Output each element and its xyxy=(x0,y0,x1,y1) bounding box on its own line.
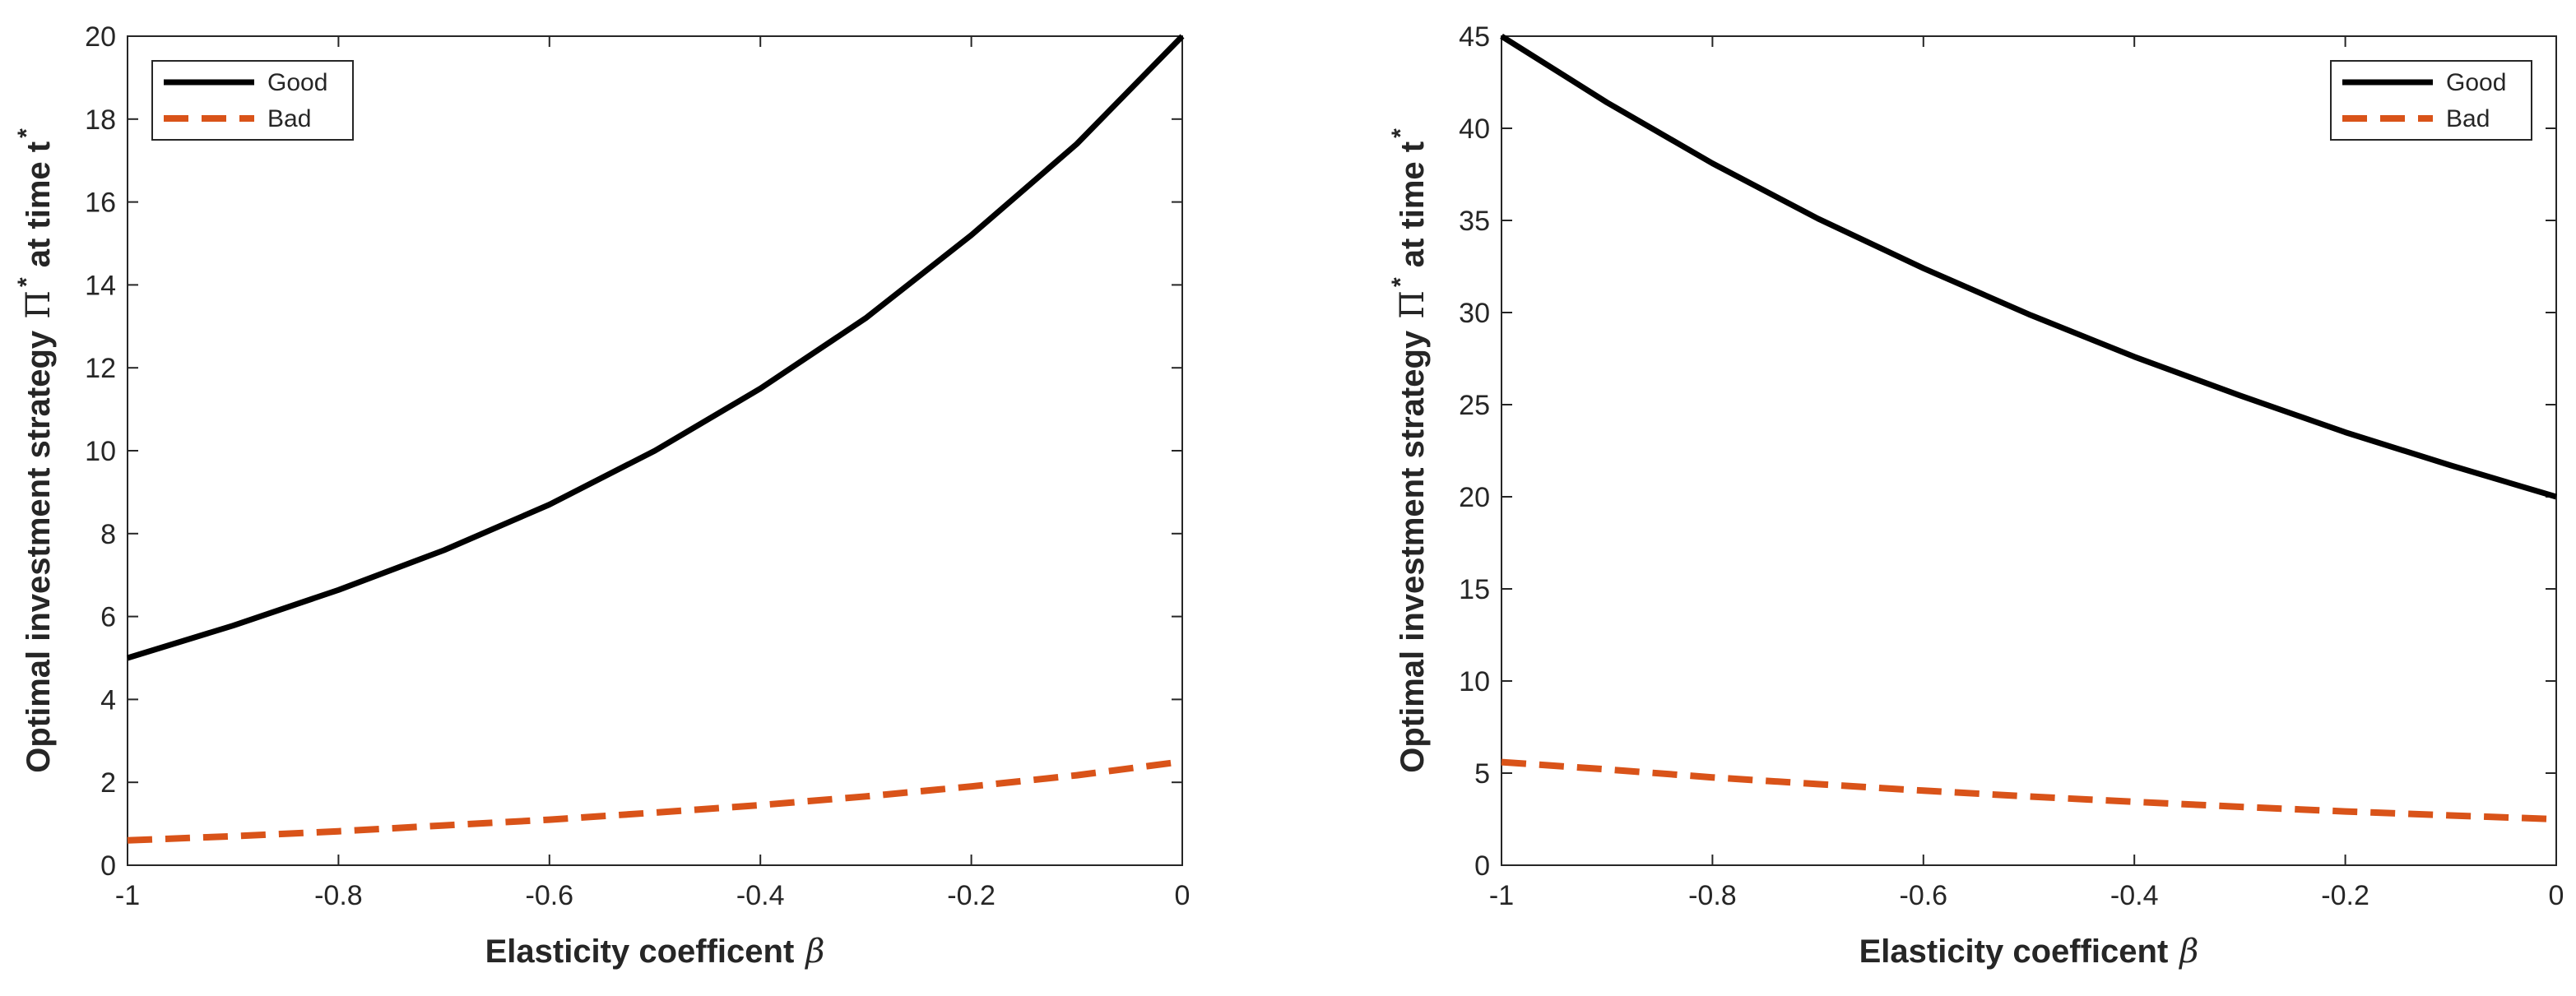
y-axis-title-suffix-superscript: * xyxy=(1387,128,1414,138)
x-axis-title-text: Elasticity coefficent xyxy=(485,933,795,970)
left-chart: -1 -0.8 -0.6 -0.4 -0.2 0 0 2 4 6 8 10 12 14 16 18 20 Elas… xyxy=(13,21,1190,971)
y-tick-label: 45 xyxy=(1459,21,1490,53)
y-axis-title: Optimal investment strategy Π * at time t * xyxy=(13,128,58,773)
legend-box xyxy=(2330,60,2532,141)
x-tick-label: -0.2 xyxy=(2321,880,2369,911)
y-axis-title-text: Optimal investment strategy xyxy=(1395,330,1431,773)
y-tick-label: 10 xyxy=(1459,666,1490,697)
x-tick-label: -1 xyxy=(1489,880,1514,911)
y-tick-label: 5 xyxy=(1474,758,1490,790)
y-tick-label: 0 xyxy=(1474,850,1490,882)
series-line-bad xyxy=(127,758,1183,844)
x-axis-title: Elasticity coefficent β xyxy=(485,933,825,971)
y-axis-title-suffix: at time t xyxy=(21,141,57,267)
legend-label-good: Good xyxy=(2446,69,2506,96)
legend-box xyxy=(151,60,354,141)
y-axis-title-suffix-superscript: * xyxy=(13,128,40,138)
series-line-good xyxy=(1500,34,2557,500)
y-tick-label: 25 xyxy=(1459,390,1490,421)
y-tick-label: 8 xyxy=(100,519,116,550)
x-axis-title-text: Elasticity coefficent xyxy=(1859,933,2169,970)
legend: Good Bad xyxy=(2330,60,2532,141)
y-tick-label: 2 xyxy=(100,767,116,799)
y-tick-label: 10 xyxy=(85,436,116,467)
x-tick-label: -1 xyxy=(115,880,140,911)
legend-label-good: Good xyxy=(267,69,327,96)
x-tick-label: 0 xyxy=(2549,880,2564,911)
series-line-bad xyxy=(1501,758,2557,822)
y-tick-label: 18 xyxy=(85,104,116,136)
y-tick-label: 0 xyxy=(100,850,116,882)
series-line-good xyxy=(126,34,1185,661)
x-tick-label: 0 xyxy=(1175,880,1191,911)
x-axis-title: Elasticity coefficent β xyxy=(1859,933,2199,971)
y-tick-label: 20 xyxy=(1459,482,1490,513)
y-tick-label: 12 xyxy=(85,353,116,384)
x-tick-label: -0.2 xyxy=(947,880,996,911)
y-tick-label: 15 xyxy=(1459,574,1490,605)
x-tick-label: -0.8 xyxy=(1688,880,1737,911)
legend-label-bad: Bad xyxy=(2446,105,2490,132)
y-tick-label: 20 xyxy=(85,21,116,53)
x-axis-title-symbol: β xyxy=(2178,933,2198,971)
x-tick-label: -0.4 xyxy=(736,880,785,911)
y-axis-title-symbol: Π xyxy=(1394,290,1432,319)
y-axis-title-superscript: * xyxy=(1387,277,1414,287)
y-tick-label: 6 xyxy=(100,602,116,633)
x-tick-label: -0.8 xyxy=(314,880,363,911)
x-tick-label: -0.4 xyxy=(2110,880,2159,911)
y-axis-title-suffix: at time t xyxy=(1395,141,1431,267)
y-tick-label: 14 xyxy=(85,270,116,301)
y-axis-title-superscript: * xyxy=(13,277,40,287)
x-axis-title-symbol: β xyxy=(804,933,824,971)
y-axis-title-symbol: Π xyxy=(20,290,58,319)
y-tick-label: 40 xyxy=(1459,113,1490,145)
right-chart: -1 -0.8 -0.6 -0.4 -0.2 0 0 5 10 15 20 25 30 35 40 45 Ela… xyxy=(1387,21,2564,971)
y-tick-label: 30 xyxy=(1459,298,1490,329)
legend-label-bad: Bad xyxy=(267,105,311,132)
y-tick-label: 35 xyxy=(1459,206,1490,237)
legend: Good Bad xyxy=(151,60,354,141)
x-tick-label: -0.6 xyxy=(1900,880,1948,911)
y-axis-title-text: Optimal investment strategy xyxy=(21,330,57,773)
plot-area-box xyxy=(1501,35,2557,866)
x-tick-label: -0.6 xyxy=(526,880,574,911)
y-tick-label: 16 xyxy=(85,188,116,219)
y-axis-title: Optimal investment strategy Π * at time t * xyxy=(1387,128,1432,773)
y-tick-label: 4 xyxy=(100,684,116,716)
